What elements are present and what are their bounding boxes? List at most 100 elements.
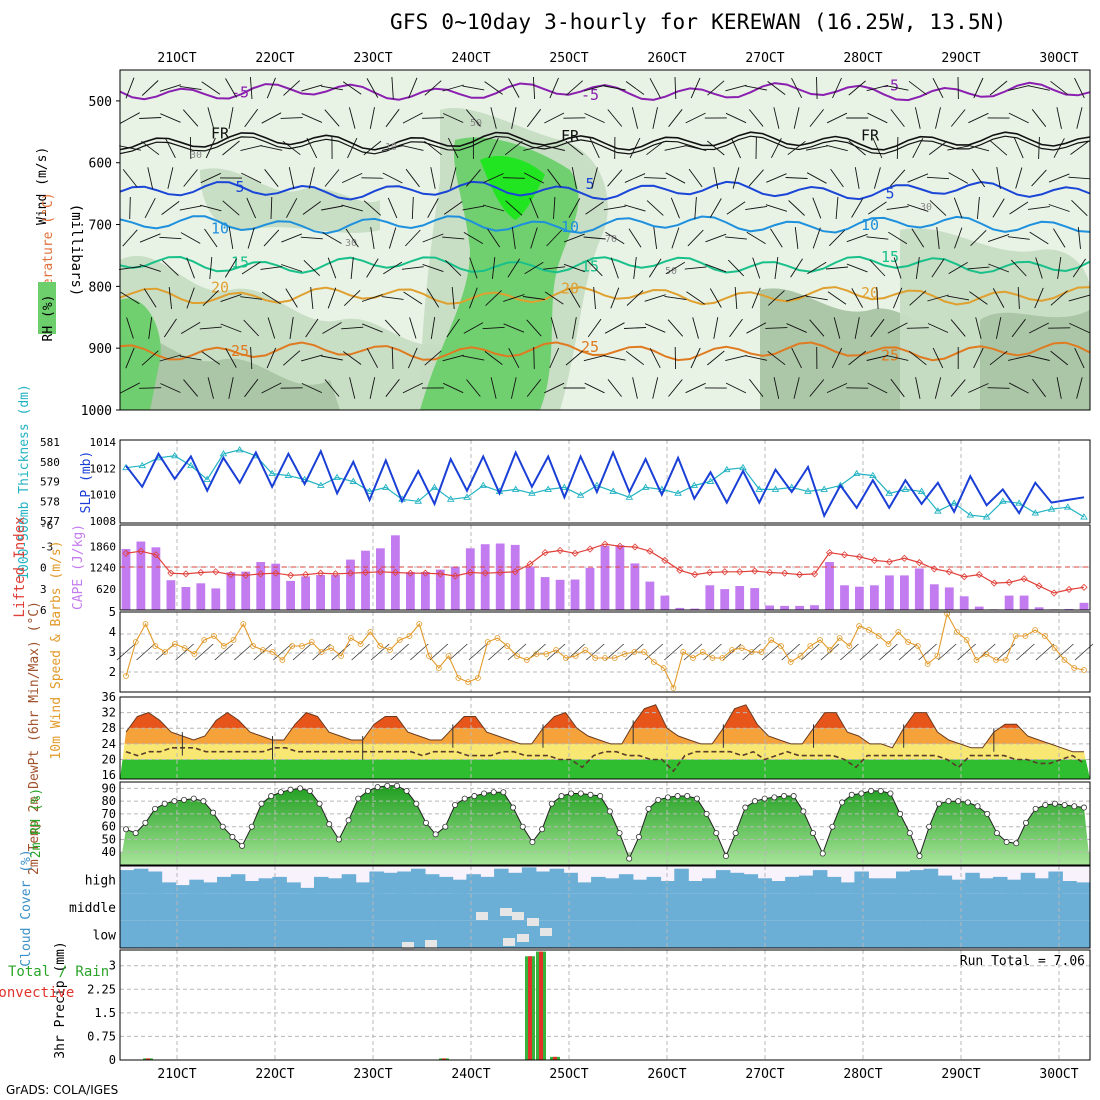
wind-barb: [685, 382, 706, 394]
wind-barb: [707, 350, 725, 366]
thickness-point: [365, 487, 374, 494]
wind-barb: [122, 169, 138, 187]
cloud-bar: [1048, 920, 1063, 948]
cloud-bar: [646, 920, 662, 948]
wind-speed-point: [416, 621, 423, 627]
rh-point: [529, 839, 536, 846]
wind-speed-point: [778, 643, 784, 649]
wind-barb: [888, 231, 908, 245]
wind-speed-point: [758, 649, 765, 655]
wind-barb: [1028, 322, 1050, 334]
wind-barb: [886, 355, 909, 361]
wind-barb: [589, 137, 600, 159]
temperature-contour-label: 5: [885, 185, 894, 203]
temperature-contour-label: 25: [581, 338, 599, 356]
wind-barb: [990, 140, 1008, 156]
cloud-bar: [688, 893, 703, 921]
temperature-contour: [119, 255, 1091, 275]
wind-barb: [929, 200, 947, 216]
cloud-bar: [411, 920, 426, 948]
wind-speed-point: [846, 643, 853, 649]
wind-barb: [686, 291, 705, 305]
surface-wind-barb: [585, 643, 605, 661]
wind-tick-label: 4: [109, 625, 116, 639]
wind-barb: [653, 227, 658, 249]
wind-barb: [327, 257, 337, 279]
wind-barb: [144, 197, 156, 219]
wind-barb: [565, 80, 583, 96]
top-date-label: 21OCT: [157, 51, 196, 66]
cloud-bar: [272, 920, 287, 948]
wind-barb: [908, 80, 927, 96]
rh-point: [152, 805, 159, 812]
lifted-index-point: [736, 568, 744, 576]
cloud-bar: [300, 893, 315, 921]
cloud-bar: [799, 875, 814, 894]
rh-point: [268, 793, 275, 800]
wind-barb: [1069, 322, 1090, 334]
rh-point: [558, 793, 565, 800]
rh-tick-label: 60: [102, 820, 116, 834]
slp-tick-label: 1014: [90, 436, 117, 449]
temp-tick-label: 28: [102, 721, 116, 735]
wind-barb: [283, 80, 301, 96]
wind-barb: [694, 196, 697, 220]
cloud-bar: [771, 881, 786, 894]
surface-wind-barb: [214, 643, 234, 661]
wind-barb: [369, 107, 375, 129]
wind-barb: [827, 291, 847, 305]
wind-barb: [442, 354, 464, 362]
wind-barb: [1008, 355, 1030, 361]
wind-barb: [667, 319, 684, 337]
wind-barb: [1076, 107, 1083, 129]
cloud-bar: [286, 882, 301, 894]
cloud-level-label: high: [85, 874, 116, 889]
wind-barb: [129, 196, 131, 220]
cloud-bar: [660, 881, 675, 894]
wind-speed-point: [602, 655, 608, 661]
cloud-level-label: middle: [69, 901, 116, 916]
wind-barb: [915, 257, 920, 279]
wind-speed-point: [963, 637, 970, 643]
wind-barb: [1077, 227, 1081, 249]
cloud-bar: [729, 920, 745, 948]
wind-speed-point: [259, 647, 266, 653]
wind-barb: [120, 112, 140, 124]
wind-barb: [424, 350, 442, 366]
wind-speed-point: [533, 651, 540, 657]
lifted-index-point: [167, 569, 175, 577]
wind-barb: [401, 266, 424, 270]
cape-bar: [151, 547, 161, 610]
precip-conv-legend: Convective: [0, 985, 74, 1001]
cape-bar: [421, 572, 430, 610]
cape-tick-label: 1240: [90, 562, 117, 575]
thickness-point: [966, 511, 975, 518]
surface-wind-barb: [664, 643, 683, 661]
wind-barb: [730, 137, 742, 159]
wind-barb: [725, 84, 747, 92]
wind-barb: [851, 198, 864, 218]
wind-barb: [125, 347, 135, 369]
cloud-bar: [937, 893, 953, 921]
bottom-date-label: 26OCT: [647, 1067, 686, 1082]
surface-wind-barb: [351, 643, 370, 661]
surface-wind-barb: [879, 643, 898, 661]
cloud-bar: [521, 893, 537, 921]
lifted-index-point: [840, 551, 849, 559]
cloud-bar: [217, 876, 232, 894]
cloud-bar: [272, 876, 287, 894]
temperature-contour: [119, 341, 1091, 362]
wind-barb: [931, 258, 945, 278]
wind-barb: [347, 137, 358, 159]
wind-barb: [868, 201, 887, 215]
cloud-bar: [494, 893, 509, 921]
precip-tick-label: 3: [109, 959, 116, 973]
cloud-bar: [133, 920, 149, 948]
lifted-index-point: [287, 571, 295, 579]
cape-bar: [914, 568, 924, 610]
wind-barb: [973, 347, 984, 369]
wind-barb: [240, 144, 263, 152]
wind-speed-point: [406, 633, 413, 639]
lifted-index-point: [676, 566, 684, 574]
cape-tick-label: 1860: [90, 540, 117, 553]
